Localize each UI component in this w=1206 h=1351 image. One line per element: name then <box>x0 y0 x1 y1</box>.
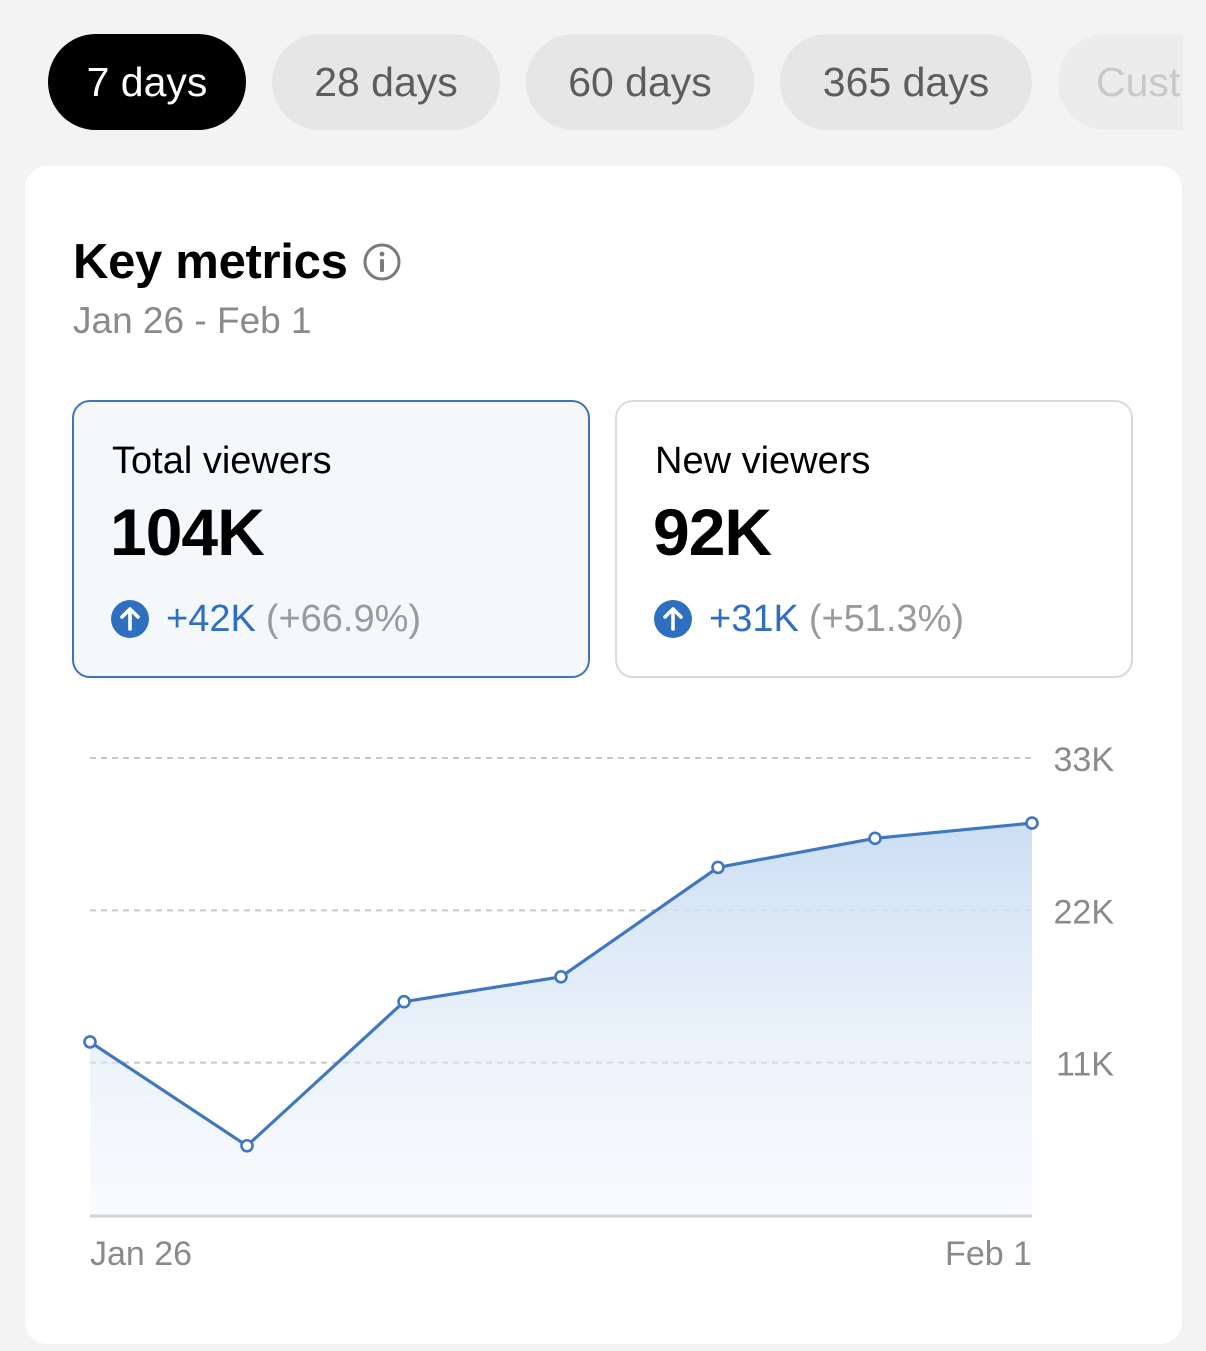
key-metrics-card: Key metrics Jan 26 - Feb 1 Total viewers… <box>25 166 1182 1344</box>
tab-custom[interactable]: Cust <box>1058 34 1183 130</box>
metric-label: New viewers <box>655 440 871 482</box>
metric-value: 104K <box>110 495 265 569</box>
date-range-tabs: 7 days 28 days 60 days 365 days Cust <box>0 34 1183 130</box>
info-icon[interactable] <box>362 242 402 282</box>
page-title: Key metrics <box>73 235 348 289</box>
arrow-up-circle-icon <box>111 600 149 638</box>
metric-delta: +31K (+51.3%) <box>653 596 964 642</box>
tab-7-days[interactable]: 7 days <box>48 34 246 130</box>
arrow-up-circle-icon <box>654 600 692 638</box>
tab-60-days[interactable]: 60 days <box>526 34 754 130</box>
date-range-label: Jan 26 - Feb 1 <box>73 300 312 341</box>
metric-value: 92K <box>653 495 772 569</box>
metric-card-new-viewers[interactable]: New viewers 92K +31K (+51.3%) <box>615 400 1133 678</box>
delta-absolute: +42K <box>166 597 256 640</box>
tab-28-days[interactable]: 28 days <box>272 34 500 130</box>
metric-label: Total viewers <box>112 440 332 482</box>
tab-365-days[interactable]: 365 days <box>780 34 1032 130</box>
metric-delta: +42K (+66.9%) <box>110 596 421 642</box>
delta-absolute: +31K <box>709 597 799 640</box>
metric-card-total-viewers[interactable]: Total viewers 104K +42K (+66.9%) <box>72 400 590 678</box>
delta-percent: (+66.9%) <box>265 597 422 640</box>
title-row: Key metrics <box>73 232 402 292</box>
delta-percent: (+51.3%) <box>808 597 965 640</box>
